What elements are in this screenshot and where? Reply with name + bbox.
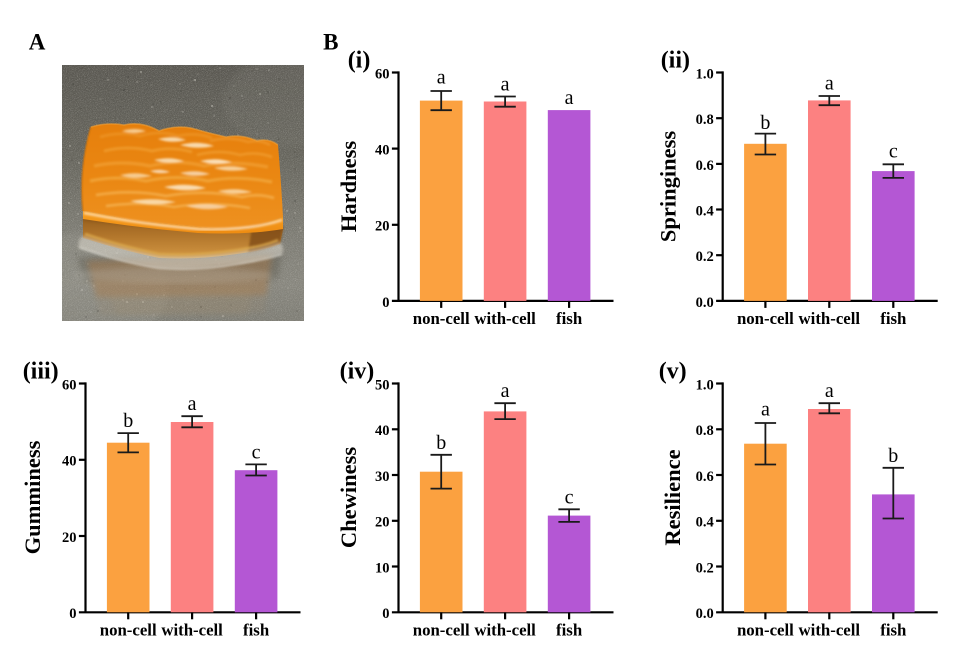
svg-text:fish: fish — [556, 621, 583, 640]
svg-text:a: a — [501, 380, 510, 402]
svg-text:with-cell: with-cell — [799, 309, 861, 328]
svg-text:1.0: 1.0 — [696, 377, 714, 393]
svg-text:10: 10 — [375, 560, 390, 576]
svg-text:a: a — [761, 399, 770, 421]
svg-text:0.2: 0.2 — [696, 249, 714, 265]
svg-text:non-cell: non-cell — [737, 621, 794, 640]
svg-text:b: b — [436, 432, 446, 454]
svg-text:c: c — [889, 141, 898, 163]
svg-text:Chewiness: Chewiness — [336, 447, 361, 549]
svg-text:non-cell: non-cell — [100, 621, 157, 640]
svg-text:b: b — [123, 410, 133, 432]
svg-text:0.0: 0.0 — [696, 606, 714, 622]
svg-text:0.4: 0.4 — [696, 203, 714, 219]
svg-text:with-cell: with-cell — [161, 621, 223, 640]
svg-text:(iv): (iv) — [340, 359, 375, 385]
svg-text:Hardness: Hardness — [336, 141, 361, 233]
svg-text:0: 0 — [69, 606, 76, 622]
svg-text:fish: fish — [556, 309, 583, 328]
svg-text:1.0: 1.0 — [696, 66, 714, 82]
svg-text:20: 20 — [62, 530, 77, 546]
svg-text:Gumminess: Gumminess — [20, 440, 45, 554]
svg-text:Resilience: Resilience — [660, 449, 685, 545]
svg-text:(ii): (ii) — [661, 48, 690, 74]
svg-text:0: 0 — [382, 606, 389, 622]
svg-text:with-cell: with-cell — [474, 621, 536, 640]
svg-text:c: c — [565, 486, 574, 508]
svg-text:0.2: 0.2 — [696, 560, 714, 576]
svg-text:non-cell: non-cell — [413, 621, 470, 640]
svg-text:A: A — [29, 30, 46, 55]
svg-text:60: 60 — [375, 66, 390, 82]
svg-text:0.8: 0.8 — [696, 112, 714, 128]
svg-text:0.6: 0.6 — [696, 469, 714, 485]
svg-text:with-cell: with-cell — [799, 621, 861, 640]
svg-text:a: a — [825, 380, 834, 402]
svg-text:0.8: 0.8 — [696, 423, 714, 439]
svg-text:a: a — [825, 73, 834, 95]
svg-text:fish: fish — [880, 309, 907, 328]
svg-text:(v): (v) — [659, 359, 687, 385]
svg-text:0.4: 0.4 — [696, 515, 714, 531]
svg-text:non-cell: non-cell — [737, 309, 794, 328]
svg-text:40: 40 — [375, 423, 390, 439]
svg-text:20: 20 — [375, 515, 390, 531]
svg-text:fish: fish — [243, 621, 270, 640]
svg-text:(iii): (iii) — [23, 359, 59, 385]
svg-text:40: 40 — [375, 143, 390, 159]
svg-text:40: 40 — [62, 454, 77, 470]
svg-text:a: a — [437, 67, 446, 89]
svg-text:0: 0 — [382, 295, 389, 311]
svg-text:0.6: 0.6 — [696, 158, 714, 174]
svg-text:Springiness: Springiness — [656, 131, 681, 243]
svg-text:30: 30 — [375, 469, 390, 485]
svg-text:with-cell: with-cell — [474, 309, 536, 328]
svg-text:60: 60 — [62, 377, 77, 393]
svg-text:50: 50 — [375, 377, 390, 393]
svg-text:non-cell: non-cell — [413, 309, 470, 328]
svg-text:a: a — [188, 393, 197, 415]
svg-text:0.0: 0.0 — [696, 295, 714, 311]
svg-text:c: c — [252, 441, 261, 463]
svg-text:b: b — [888, 445, 898, 467]
svg-text:(i): (i) — [348, 48, 371, 74]
svg-text:fish: fish — [880, 621, 907, 640]
svg-text:B: B — [323, 30, 338, 55]
svg-text:20: 20 — [375, 219, 390, 235]
svg-text:a: a — [501, 74, 510, 96]
svg-text:b: b — [760, 112, 770, 134]
svg-text:a: a — [565, 87, 574, 109]
